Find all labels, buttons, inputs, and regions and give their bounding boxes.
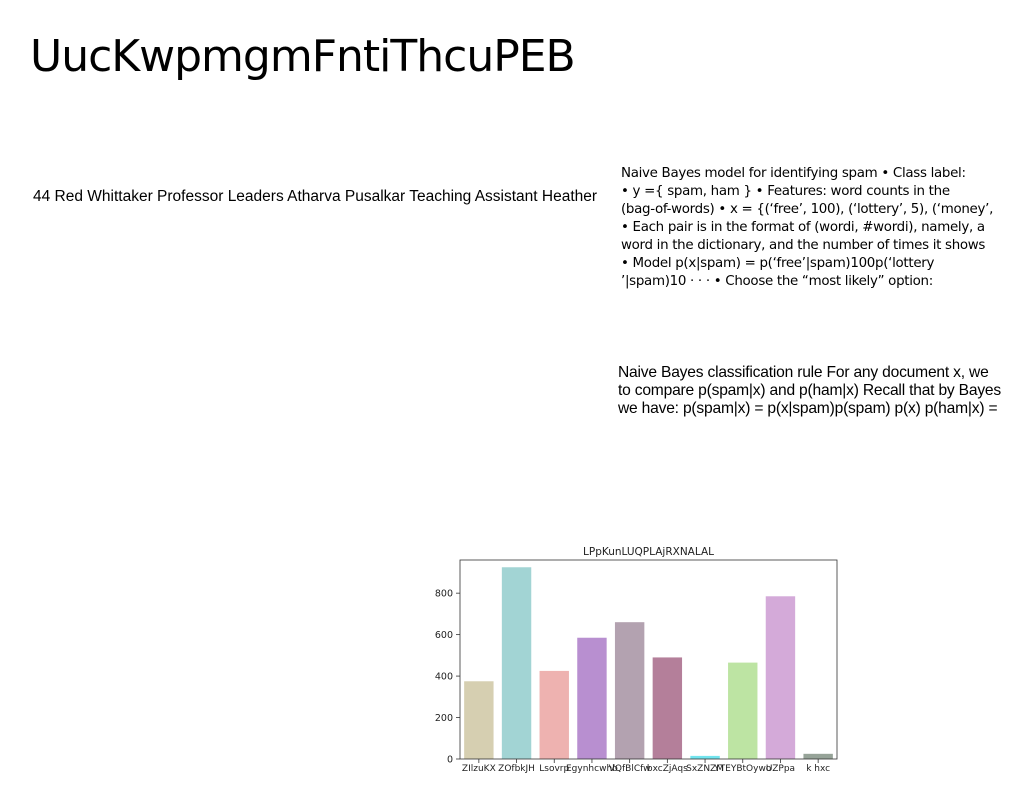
bar	[539, 670, 569, 759]
bar-chart: LPpKunLUQPLAjRXNALAL 0 200 400 600 800 ZIlzuKX…	[420, 540, 850, 780]
x-tick-label: k hxc	[806, 764, 830, 774]
bar	[577, 637, 607, 759]
x-tick-label: YTEYBtOywo	[713, 764, 772, 774]
x-tick-label: UZPpa	[766, 764, 795, 774]
y-tick-label: 0	[447, 755, 453, 766]
bar	[765, 596, 796, 759]
bar	[690, 755, 720, 759]
model-text-line: (bag-of-words) • x = {(‘free’, 100), (‘l…	[621, 202, 994, 217]
rule-text-line: Naive Bayes classification rule For any …	[618, 364, 989, 381]
x-tick-label: bxcZjAqs	[647, 764, 688, 774]
presenter-line: 44 Red Whittaker Professor Leaders Athar…	[33, 188, 598, 205]
y-tick-label: 200	[435, 713, 453, 724]
bar	[652, 657, 683, 759]
model-text-line: • Each pair is in the format of (wordi, …	[621, 220, 985, 235]
rule-text-line: we have: p(spam|x) = p(x|spam)p(spam) p(…	[618, 400, 998, 417]
slide-title: UucKwpmgmFntiThcuPEB	[30, 31, 576, 82]
model-text-line: • y ={ spam, ham } • Features: word coun…	[621, 184, 950, 199]
bar	[464, 681, 494, 759]
model-text-line: ’|spam)10 · · · • Choose the “most likel…	[621, 274, 933, 289]
classification-rule-text: Naive Bayes classification rule For any …	[618, 364, 1024, 418]
y-tick-label: 800	[435, 589, 453, 600]
x-tick-label: Lsovrp	[539, 764, 569, 774]
plot-frame	[459, 559, 838, 760]
bar	[501, 567, 532, 759]
x-tick-label: VQfBlCfw	[609, 764, 651, 774]
chart-title: LPpKunLUQPLAjRXNALAL	[583, 546, 714, 558]
rule-text-line: to compare p(spam|x) and p(ham|x) Recall…	[618, 382, 1001, 399]
model-text-line: • Model p(x|spam) = p(‘free’|spam)100p(‘…	[621, 256, 935, 271]
x-tick-label: Egynhcwhb	[566, 764, 618, 774]
bar	[728, 662, 758, 759]
x-tick-label: SxZNZM	[686, 764, 724, 774]
y-tick-label: 600	[435, 630, 453, 641]
x-tick-label: ZOfbkJH	[498, 764, 535, 774]
model-text-line: word in the dictionary, and the number o…	[621, 238, 986, 253]
model-text-line: Naive Bayes model for identifying spam •…	[621, 166, 966, 181]
bar	[803, 753, 833, 759]
naive-bayes-model-text: Naive Bayes model for identifying spam •…	[621, 165, 1024, 291]
bar	[614, 622, 645, 759]
bar-chart-svg: LPpKunLUQPLAjRXNALAL 0 200 400 600 800 ZIlzuKX…	[435, 546, 838, 774]
x-tick-label: ZIlzuKX	[462, 764, 496, 774]
y-tick-label: 400	[435, 672, 453, 683]
